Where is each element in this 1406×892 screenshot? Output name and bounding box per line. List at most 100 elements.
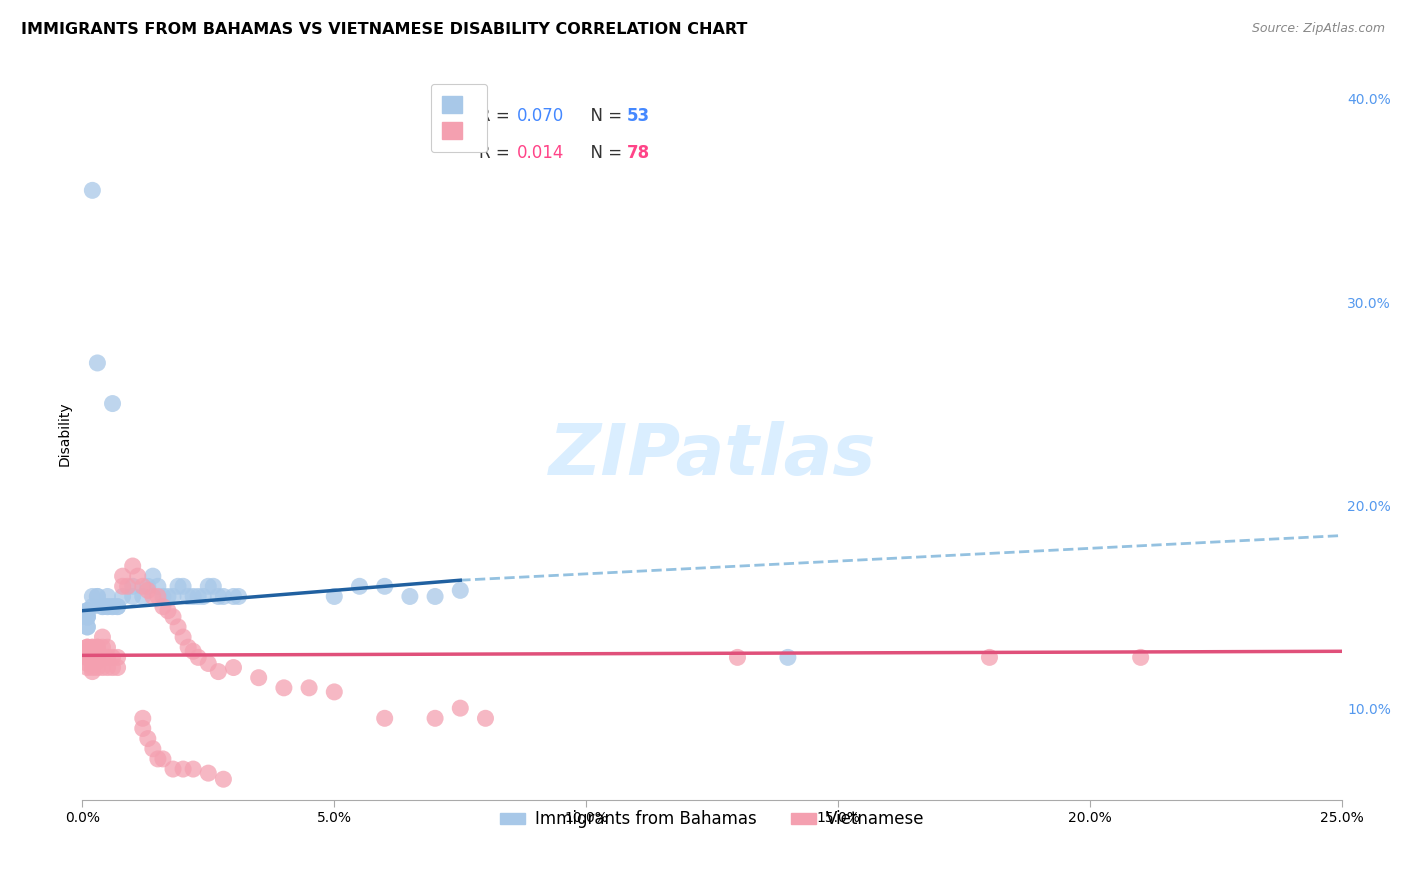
Point	[212, 590, 235, 604]
Point	[273, 681, 295, 695]
Point	[423, 590, 446, 604]
Point	[156, 590, 179, 604]
Point	[187, 650, 209, 665]
Legend: Immigrants from Bahamas, Vietnamese: Immigrants from Bahamas, Vietnamese	[494, 804, 931, 835]
Point	[979, 650, 1001, 665]
Point	[298, 681, 321, 695]
Point	[101, 660, 124, 674]
Point	[162, 762, 184, 776]
Point	[136, 583, 159, 598]
Point	[82, 183, 104, 197]
Point	[142, 569, 165, 583]
Point	[399, 590, 422, 604]
Point	[423, 711, 446, 725]
Point	[82, 599, 104, 614]
Point	[76, 620, 98, 634]
Point	[107, 660, 129, 674]
Point	[86, 640, 108, 655]
Text: N =: N =	[581, 107, 627, 125]
Point	[146, 590, 169, 604]
Point	[76, 644, 98, 658]
Point	[76, 650, 98, 665]
Point	[142, 590, 165, 604]
Point	[86, 655, 108, 669]
Point	[91, 630, 114, 644]
Point	[374, 579, 396, 593]
Point	[181, 590, 204, 604]
Point	[82, 644, 104, 658]
Point	[96, 660, 118, 674]
Point	[222, 590, 245, 604]
Point	[152, 590, 174, 604]
Point	[82, 650, 104, 665]
Point	[181, 762, 204, 776]
Text: R =: R =	[479, 107, 515, 125]
Point	[132, 579, 155, 593]
Point	[132, 590, 155, 604]
Point	[96, 599, 118, 614]
Point	[323, 685, 346, 699]
Point	[76, 604, 98, 618]
Point	[202, 579, 225, 593]
Point	[86, 356, 108, 370]
Point	[76, 609, 98, 624]
Point	[197, 579, 219, 593]
Point	[187, 590, 209, 604]
Point	[449, 701, 471, 715]
Point	[449, 583, 471, 598]
Point	[323, 590, 346, 604]
Point	[76, 650, 98, 665]
Point	[111, 569, 134, 583]
Point	[121, 559, 143, 574]
Point	[76, 650, 98, 665]
Text: N =: N =	[581, 144, 627, 161]
Point	[132, 711, 155, 725]
Point	[86, 650, 108, 665]
Point	[107, 599, 129, 614]
Point	[167, 620, 190, 634]
Point	[142, 741, 165, 756]
Point	[162, 590, 184, 604]
Point	[101, 396, 124, 410]
Point	[101, 650, 124, 665]
Point	[177, 640, 200, 655]
Point	[146, 752, 169, 766]
Point	[212, 772, 235, 787]
Text: 53: 53	[627, 107, 650, 125]
Point	[172, 630, 194, 644]
Point	[374, 711, 396, 725]
Point	[193, 590, 215, 604]
Point	[91, 660, 114, 674]
Point	[91, 650, 114, 665]
Point	[152, 599, 174, 614]
Point	[136, 731, 159, 746]
Point	[76, 609, 98, 624]
Point	[172, 579, 194, 593]
Point	[177, 590, 200, 604]
Point	[197, 766, 219, 780]
Point	[228, 590, 250, 604]
Point	[76, 604, 98, 618]
Point	[181, 644, 204, 658]
Text: 0.070: 0.070	[517, 107, 564, 125]
Point	[76, 640, 98, 655]
Point	[111, 579, 134, 593]
Point	[86, 590, 108, 604]
Point	[86, 660, 108, 674]
Point	[207, 665, 229, 679]
Point	[111, 590, 134, 604]
Point	[82, 640, 104, 655]
Point	[76, 620, 98, 634]
Point	[96, 640, 118, 655]
Point	[222, 660, 245, 674]
Point	[82, 590, 104, 604]
Point	[91, 599, 114, 614]
Point	[146, 579, 169, 593]
Y-axis label: Disability: Disability	[58, 401, 72, 467]
Point	[86, 640, 108, 655]
Point	[132, 722, 155, 736]
Point	[96, 650, 118, 665]
Point	[86, 644, 108, 658]
Text: 0.014: 0.014	[517, 144, 564, 161]
Point	[156, 604, 179, 618]
